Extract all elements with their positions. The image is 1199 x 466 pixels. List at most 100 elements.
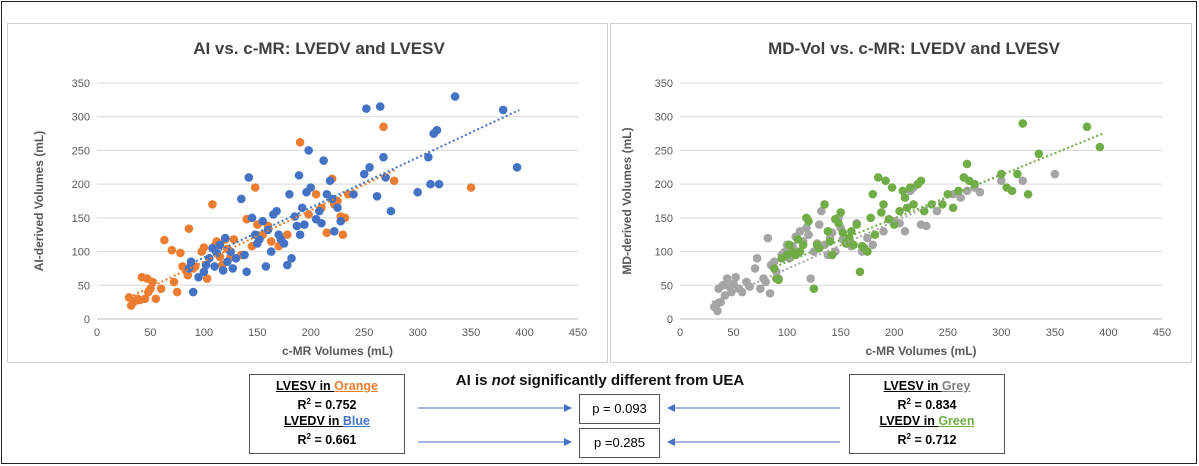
data-point: [151, 294, 161, 304]
data-point: [975, 187, 985, 197]
right-esv-label: LVESV in Grey: [883, 379, 971, 393]
data-point: [322, 228, 332, 237]
data-point: [295, 230, 305, 240]
data-point: [795, 247, 805, 256]
x-tick-label: 200: [885, 327, 903, 339]
esv-pvalue: p = 0.093: [592, 401, 647, 416]
data-point: [434, 179, 444, 189]
data-point: [167, 245, 177, 255]
data-point: [809, 284, 819, 293]
y-tick-label: 250: [655, 145, 673, 157]
series-lvedv: [184, 92, 522, 297]
x-tick-label: 250: [355, 327, 373, 339]
right-esv-r2: R2 = 0.834: [897, 397, 957, 413]
x-tick-label: 350: [462, 327, 480, 339]
data-point: [756, 284, 765, 293]
y-tick-label: 0: [667, 314, 673, 326]
data-point: [793, 235, 803, 244]
y-tick-label: 300: [655, 112, 673, 124]
data-point: [426, 179, 435, 189]
data-point: [750, 264, 760, 273]
data-point: [834, 218, 843, 228]
left-edv-r2: R2 = 0.661: [297, 432, 357, 448]
right-chart-panel: MD-Vol vs. c-MR: LVEDV and LVESV 0 50 100 15…: [610, 23, 1192, 363]
data-point: [194, 272, 203, 282]
data-point: [365, 162, 374, 172]
data-point: [333, 203, 342, 213]
data-point: [266, 237, 276, 246]
data-point: [137, 272, 147, 282]
x-tick-label: 400: [515, 327, 533, 339]
data-point: [237, 194, 246, 204]
chart-title: MD-Vol vs. c-MR: LVEDV and LVESV: [768, 39, 1061, 58]
data-point: [870, 230, 880, 240]
data-point: [943, 189, 953, 199]
data-point: [160, 235, 169, 245]
x-tick-label: 0: [94, 327, 100, 339]
data-point: [450, 92, 460, 101]
data-point: [879, 227, 888, 236]
data-point: [226, 247, 235, 256]
x-tick-label: 400: [1099, 327, 1117, 339]
data-point: [1023, 189, 1033, 199]
data-point: [838, 228, 848, 237]
y-axis-label: MD-derived Volumes (mL): [620, 127, 634, 274]
data-point: [297, 203, 307, 213]
data-point: [905, 183, 915, 192]
data-point: [823, 227, 833, 236]
data-point: [932, 206, 942, 216]
trendline-lvesv: [711, 173, 1002, 304]
data-point: [722, 274, 732, 283]
data-point: [218, 266, 228, 275]
data-point: [188, 287, 198, 297]
data-point: [752, 254, 762, 263]
edv-pvalue-box: p =0.285: [579, 428, 660, 458]
x-axis-label: c-MR Volumes (mL): [282, 344, 393, 358]
data-point: [244, 173, 254, 182]
x-tick-label: 0: [677, 327, 683, 339]
data-point: [424, 152, 433, 162]
data-point: [1095, 142, 1105, 152]
data-point: [817, 206, 826, 216]
data-point: [389, 176, 399, 186]
data-point: [282, 260, 292, 270]
data-point: [184, 224, 194, 233]
y-tick-label: 50: [661, 280, 673, 292]
data-point: [731, 272, 740, 282]
data-point: [375, 102, 385, 111]
data-point: [763, 233, 773, 243]
data-point: [769, 257, 779, 266]
data-point: [362, 104, 371, 113]
trendline-lvedv: [770, 132, 1104, 270]
data-point: [1007, 186, 1017, 196]
data-point: [304, 146, 313, 155]
data-point: [956, 193, 965, 202]
data-point: [349, 189, 358, 199]
right-edv-label: LVEDV in Green: [879, 414, 975, 429]
data-point: [863, 233, 872, 243]
data-point: [1050, 169, 1060, 179]
data-point: [919, 206, 929, 216]
data-point: [210, 262, 219, 271]
data-point: [761, 277, 770, 287]
data-point: [379, 152, 388, 162]
data-point: [359, 169, 369, 179]
data-point: [863, 247, 872, 256]
x-tick-label: 300: [408, 327, 426, 339]
data-point: [223, 257, 232, 266]
data-point: [873, 173, 883, 182]
y-tick-label: 250: [72, 145, 90, 157]
data-point: [855, 267, 865, 277]
data-point: [231, 254, 241, 263]
data-point: [798, 240, 808, 250]
x-tick-label: 150: [831, 327, 849, 339]
series-lvedv: [769, 119, 1105, 293]
y-tick-label: 200: [655, 179, 673, 191]
y-tick-label: 50: [78, 280, 90, 292]
data-point: [852, 220, 862, 229]
data-point: [802, 223, 811, 233]
data-point: [338, 230, 348, 240]
data-point: [413, 187, 422, 197]
data-point: [898, 186, 908, 196]
